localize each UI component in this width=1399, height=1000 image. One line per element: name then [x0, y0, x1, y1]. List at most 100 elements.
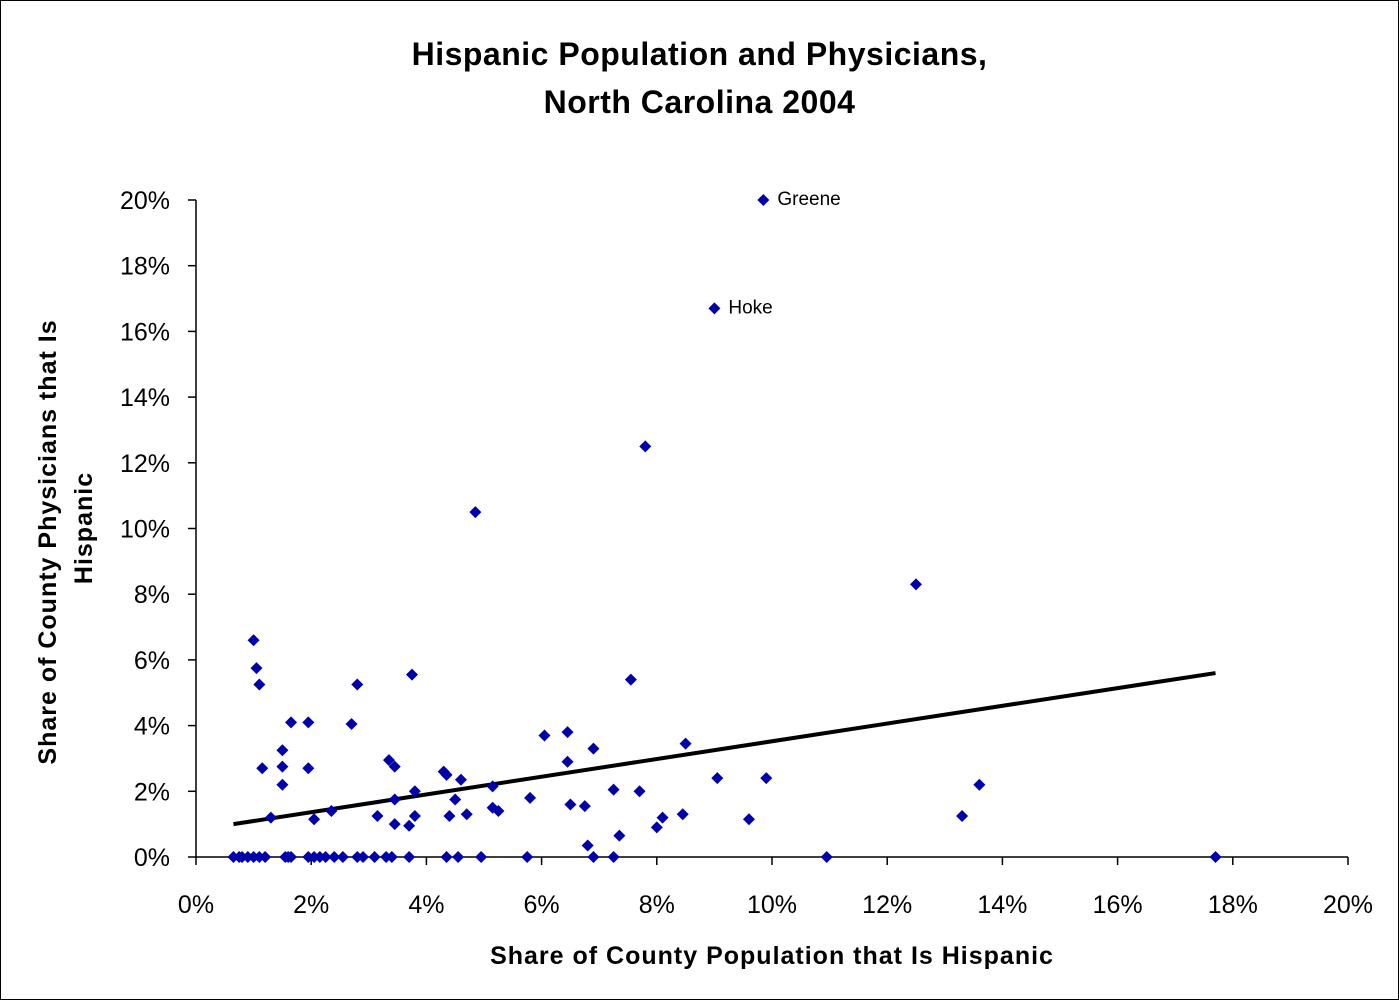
data-point-marker: [469, 506, 482, 519]
data-point-marker: [639, 440, 652, 453]
x-tick-label: 4%: [408, 891, 444, 919]
data-point-marker: [403, 819, 416, 832]
data-point-marker: [406, 668, 418, 681]
data-point-marker: [587, 851, 600, 863]
data-point-marker: [328, 851, 341, 863]
data-point-marker: [368, 851, 381, 863]
data-point-marker: [443, 809, 456, 822]
y-tick-label: 18%: [120, 253, 170, 281]
data-point-marker: [613, 829, 626, 842]
x-tick-label: 14%: [977, 891, 1027, 919]
data-point-marker: [679, 737, 692, 750]
data-point-marker: [319, 851, 332, 863]
data-point-marker: [973, 778, 986, 791]
data-point-marker: [656, 811, 669, 824]
data-point-marker: [521, 851, 534, 863]
data-point-marker: [253, 678, 266, 691]
data-points: [227, 194, 1222, 863]
x-tick-label: 2%: [293, 891, 329, 919]
data-point-marker: [302, 716, 315, 729]
data-point-marker: [345, 717, 358, 730]
data-point-marker: [440, 768, 453, 781]
data-point-marker: [1209, 851, 1222, 863]
data-point-marker: [492, 805, 505, 818]
x-tick-label: 6%: [524, 891, 560, 919]
data-point-marker: [624, 673, 637, 686]
data-point-marker: [285, 851, 298, 863]
data-point-marker: [757, 194, 770, 206]
data-point-marker: [325, 805, 338, 818]
point-annotation: Hoke: [728, 297, 772, 318]
data-point-marker: [650, 821, 663, 834]
x-axis-label: Share of County Population that Is Hispa…: [490, 942, 1054, 970]
x-tick-label: 20%: [1323, 891, 1373, 919]
y-tick-label: 20%: [120, 187, 170, 215]
data-point-marker: [454, 773, 467, 786]
data-point-marker: [564, 798, 577, 811]
x-tick-label: 8%: [639, 891, 675, 919]
y-axis-label-line-2: Hispanic: [70, 472, 98, 584]
data-point-marker: [308, 813, 321, 826]
y-tick-label: 4%: [134, 713, 170, 741]
data-point-marker: [633, 785, 646, 798]
x-tick-label: 18%: [1208, 891, 1258, 919]
data-point-marker: [486, 780, 499, 793]
data-point-marker: [264, 811, 277, 824]
data-point-marker: [276, 744, 289, 757]
data-point-marker: [524, 791, 537, 804]
data-point-marker: [276, 778, 289, 791]
data-point-marker: [475, 851, 488, 863]
data-point-marker: [371, 809, 384, 822]
data-point-marker: [820, 851, 833, 863]
y-tick-label: 0%: [134, 844, 170, 872]
y-tick-label: 8%: [134, 581, 170, 609]
tick-labels: 0% 2% 4% 6% 8% 10% 12% 14% 16% 18% 20% 0% 2% 4% 6% 8% 10…: [120, 187, 1373, 919]
data-point-marker: [708, 302, 721, 315]
chart-title-line-2: North Carolina 2004: [543, 84, 856, 120]
annotations: Greene Hoke: [728, 189, 840, 318]
y-tick-label: 16%: [120, 318, 170, 346]
data-point-marker: [742, 813, 755, 826]
point-annotation: Greene: [777, 189, 840, 210]
data-point-marker: [538, 729, 551, 742]
x-tick-label: 16%: [1093, 891, 1143, 919]
x-tick-label: 0%: [178, 891, 214, 919]
data-point-marker: [259, 851, 272, 863]
y-tick-label: 14%: [120, 384, 170, 412]
data-point-marker: [336, 851, 349, 863]
data-point-marker: [460, 808, 473, 821]
data-point-marker: [388, 760, 401, 773]
data-point-marker: [408, 809, 421, 822]
data-point-marker: [561, 755, 574, 768]
chart-title-line-1: Hispanic Population and Physicians,: [411, 36, 988, 72]
data-point-marker: [607, 783, 620, 796]
data-point-marker: [276, 760, 289, 773]
y-tick-label: 12%: [120, 450, 170, 478]
data-point-marker: [449, 793, 462, 806]
data-point-marker: [578, 800, 591, 813]
y-tick-label: 6%: [134, 647, 170, 675]
data-point-marker: [676, 808, 689, 821]
data-point-marker: [760, 772, 773, 785]
data-point-marker: [403, 851, 416, 863]
data-point-marker: [385, 851, 398, 863]
data-point-marker: [388, 793, 401, 806]
data-point-marker: [711, 772, 724, 785]
y-tick-label: 2%: [134, 778, 170, 806]
x-tick-label: 10%: [747, 891, 797, 919]
data-point-marker: [357, 851, 370, 863]
data-point-marker: [388, 818, 401, 831]
data-point-marker: [587, 742, 600, 755]
data-point-marker: [561, 726, 574, 739]
data-point-marker: [302, 762, 315, 775]
y-axis-label-line-1: Share of County Physicians that Is: [34, 319, 62, 764]
data-point-marker: [440, 851, 453, 863]
data-point-marker: [250, 662, 263, 675]
data-point-marker: [956, 809, 969, 822]
data-point-marker: [285, 716, 298, 729]
data-point-marker: [351, 678, 364, 691]
y-tick-label: 10%: [120, 516, 170, 544]
x-tick-label: 12%: [862, 891, 912, 919]
